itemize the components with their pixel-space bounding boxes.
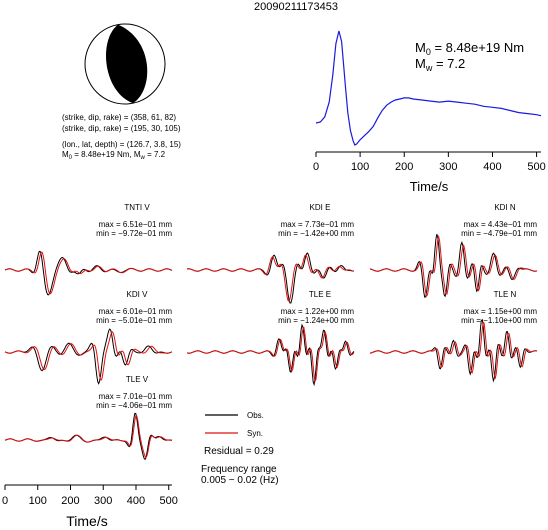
m0-label: M0 = 8.48e+19 Nm (415, 40, 524, 57)
panel-title: KDI N (494, 203, 516, 212)
frequency-range-value: 0.005 − 0.02 (Hz) (201, 475, 279, 486)
panel-min-value: min = −1.24e+00 mm (278, 316, 354, 325)
syn-trace (186, 326, 355, 384)
panel-title: TLE V (126, 375, 149, 384)
waveform-x-axis: 0 100 200 300 400 500 Time/s (2, 484, 178, 529)
source-param-line-2: (strike, dip, rake) = (195, 30, 105) (62, 124, 181, 133)
residual-text: Residual = 0.29 (204, 446, 274, 457)
source-param-line-3: (lon., lat, depth) = (126.7, 3.8, 15) (62, 140, 181, 149)
stf-x-tick-label: 0 (313, 161, 319, 173)
panel-max-value: max = 1.15e+00 mm (464, 307, 538, 316)
syn-trace (369, 234, 538, 298)
syn-trace (186, 254, 355, 302)
stf-x-axis-label: Time/s (410, 179, 449, 194)
beachball-compressional-quadrant (106, 24, 148, 104)
panel-min-value: min = −4.06e−01 mm (96, 401, 172, 410)
frequency-range-label: Frequency range (201, 464, 277, 475)
legend-obs-label: Obs. (247, 411, 264, 420)
panel-min-value: min = −1.42e+00 mm (278, 229, 354, 238)
syn-trace (4, 415, 173, 459)
waveform-x-tick-label: 100 (29, 495, 47, 507)
panel-max-value: max = 1.22e+00 mm (281, 307, 355, 316)
source-time-function-chart: 0 100 200 300 400 500 Time/s M0 = 8.48e+19 Nm… (313, 30, 546, 194)
waveform-x-tick-label: 300 (94, 495, 112, 507)
panel-max-value: max = 4.43e−01 mm (464, 220, 538, 229)
mw-label: Mw = 7.2 (415, 56, 465, 73)
source-param-line-1: (strike, dip, rake) = (358, 61, 82) (62, 113, 176, 122)
waveform-x-tick-label: 500 (160, 495, 178, 507)
legend: Obs. Syn. (205, 411, 264, 438)
panel-title: KDI V (127, 290, 149, 299)
stf-x-tick-label: 300 (439, 161, 457, 173)
panel-min-value: min = −4.79e−01 mm (461, 229, 537, 238)
panel-title: TNTI V (124, 203, 150, 212)
syn-trace (4, 331, 173, 381)
panel-min-value: min = −9.72e−01 mm (96, 229, 172, 238)
focal-mechanism-beachball (84, 23, 166, 105)
figure-title: 20090211173453 (254, 1, 338, 13)
syn-trace (369, 321, 538, 380)
panel-title: KDI E (310, 203, 331, 212)
legend-syn-label: Syn. (247, 429, 263, 438)
panel-max-value: max = 7.01e−01 mm (99, 392, 173, 401)
stf-x-tick-label: 200 (395, 161, 413, 173)
stf-series-line (315, 30, 542, 146)
waveform-x-ticks: 0 100 200 300 400 500 (2, 485, 178, 507)
waveform-x-tick-label: 0 (2, 495, 8, 507)
syn-trace (4, 251, 173, 295)
waveform-x-tick-label: 200 (61, 495, 79, 507)
obs-trace (4, 250, 173, 296)
source-param-line-4: M0 = 8.48e+19 Nm, Mw = 7.2 (62, 150, 166, 161)
panel-min-value: min = −1.10e+00 mm (461, 316, 537, 325)
panel-title: TLE N (494, 290, 517, 299)
stf-x-ticks: 0 100 200 300 400 500 (313, 152, 546, 173)
panel-title: TLE E (309, 290, 331, 299)
panel-max-value: max = 6.01e−01 mm (99, 307, 173, 316)
waveform-x-axis-label: Time/s (66, 513, 107, 529)
panel-max-value: max = 7.73e−01 mm (281, 220, 355, 229)
waveform-x-tick-label: 400 (127, 495, 145, 507)
stf-x-tick-label: 500 (527, 161, 545, 173)
stf-x-tick-label: 100 (351, 161, 369, 173)
panel-max-value: max = 6.51e−01 mm (99, 220, 173, 229)
stf-x-tick-label: 400 (483, 161, 501, 173)
panel-min-value: min = −5.01e−01 mm (96, 316, 172, 325)
obs-trace (4, 412, 173, 461)
